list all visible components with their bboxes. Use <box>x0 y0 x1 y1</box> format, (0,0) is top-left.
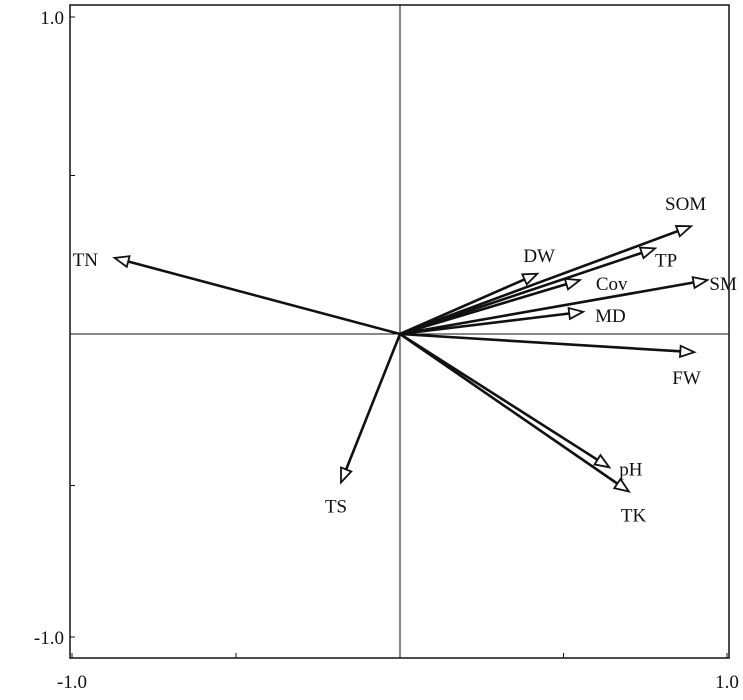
y-tick-label: 1.0 <box>40 8 64 29</box>
vectors-layer <box>112 224 710 493</box>
arrowhead-dw <box>520 272 540 287</box>
vector-som <box>399 229 679 336</box>
vector-tk <box>399 332 619 485</box>
vector-label-sm: SM <box>709 274 737 295</box>
vector-label-md: MD <box>595 306 626 327</box>
vector-md <box>399 312 570 336</box>
y-tick-label: -1.0 <box>34 628 64 649</box>
arrowhead-tn <box>112 255 131 269</box>
vector-ph <box>399 332 599 461</box>
vector-label-tn: TN <box>73 250 99 271</box>
vector-label-cov: Cov <box>596 274 628 295</box>
labels-layer: TN SOM TP SM DW Cov MD FW pH TK TS <box>73 194 737 526</box>
x-tick-label: 1.0 <box>715 672 739 693</box>
vector-label-tk: TK <box>621 506 647 527</box>
arrowhead-tk <box>612 477 631 493</box>
vector-label-fw: FW <box>672 368 701 389</box>
arrowhead-fw <box>679 344 697 359</box>
arrowhead-som <box>674 224 694 238</box>
x-tick-label: -1.0 <box>57 672 87 693</box>
vector-label-som: SOM <box>665 194 706 215</box>
vector-sm <box>399 281 694 336</box>
vector-tp <box>399 251 643 336</box>
arrowhead-tp <box>638 246 658 260</box>
vector-label-ts: TS <box>325 496 347 517</box>
vector-ts <box>344 333 402 470</box>
vector-label-dw: DW <box>523 246 555 267</box>
vector-label-tp: TP <box>655 250 677 271</box>
arrowhead-cov <box>563 277 583 291</box>
vector-fw <box>399 332 681 353</box>
arrowhead-md <box>567 306 586 321</box>
vector-label-ph: pH <box>619 459 643 480</box>
arrowhead-ph <box>593 453 612 469</box>
arrowhead-ts <box>340 466 353 485</box>
vector-dw <box>399 278 526 336</box>
arrowhead-sm <box>691 275 710 290</box>
vector-cov <box>399 282 567 336</box>
vector-tn <box>127 260 401 336</box>
axes-layer: 1.0 -1.0 -1.0 1.0 <box>34 4 739 693</box>
